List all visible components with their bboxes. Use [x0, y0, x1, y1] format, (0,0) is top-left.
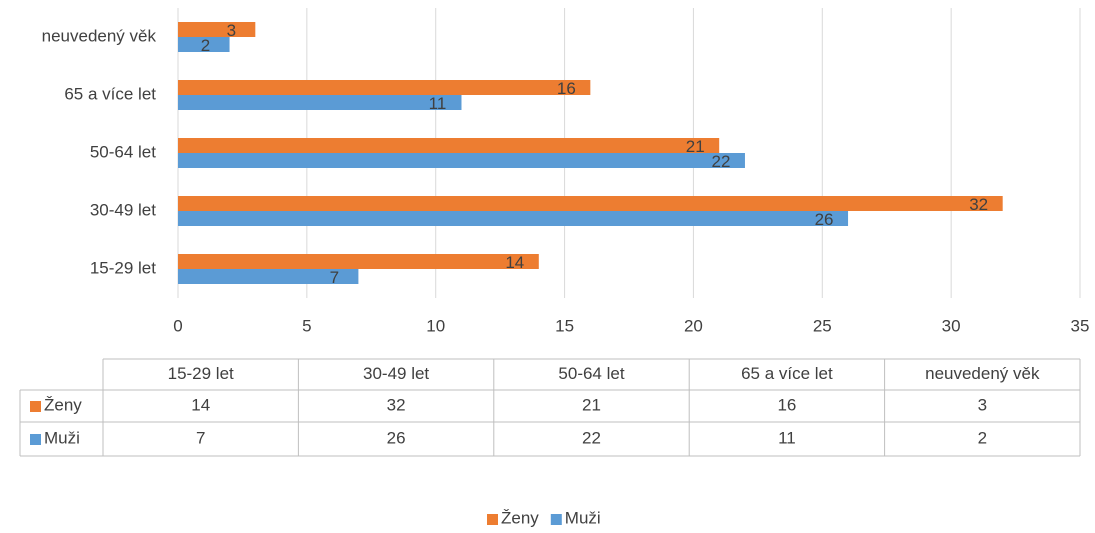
table-cell: 16 — [777, 395, 796, 414]
y-tick-label: 30-49 let — [90, 200, 156, 219]
data-label: 22 — [712, 152, 731, 171]
table-cell: 2 — [978, 428, 987, 447]
legend-label: Muži — [565, 508, 601, 527]
data-label: 3 — [227, 21, 236, 40]
table-legend-key — [30, 401, 41, 412]
data-label: 7 — [330, 268, 339, 287]
table-cell: 7 — [196, 428, 205, 447]
table-header: 30-49 let — [363, 364, 429, 383]
y-tick-label: 50-64 let — [90, 142, 156, 161]
table-cell: 11 — [778, 428, 796, 447]
x-tick-label: 35 — [1071, 316, 1090, 335]
bar — [178, 95, 462, 110]
data-label: 32 — [969, 195, 988, 214]
legend-key — [550, 514, 562, 525]
table-cell: 3 — [978, 395, 987, 414]
x-tick-label: 10 — [426, 316, 445, 335]
table-row-label: Ženy — [44, 395, 82, 414]
bar — [178, 211, 849, 226]
x-tick-label: 30 — [942, 316, 961, 335]
data-label: 11 — [429, 94, 447, 113]
x-tick-label: 15 — [555, 316, 574, 335]
data-label: 16 — [557, 79, 576, 98]
table-row-label: Muži — [44, 428, 80, 447]
x-tick-label: 20 — [684, 316, 703, 335]
table-header: 50-64 let — [558, 364, 624, 383]
bar — [178, 37, 230, 52]
table-cell: 21 — [582, 395, 601, 414]
y-tick-label: 65 a více let — [64, 84, 156, 103]
bar — [178, 196, 1003, 211]
data-label: 2 — [201, 36, 210, 55]
y-tick-label: neuvedený věk — [42, 26, 157, 45]
table-legend-key — [30, 434, 41, 445]
legend-key — [487, 514, 498, 525]
x-tick-label: 5 — [302, 316, 311, 335]
bar — [178, 22, 256, 37]
table-header: neuvedený věk — [925, 364, 1040, 383]
y-tick-label: 15-29 let — [90, 258, 156, 277]
legend-label: Ženy — [501, 508, 539, 527]
table-header: 15-29 let — [168, 364, 234, 383]
table-header: 65 a více let — [741, 364, 833, 383]
bar — [178, 254, 539, 269]
bar — [178, 138, 720, 153]
table-cell: 26 — [387, 428, 406, 447]
bar — [178, 153, 745, 168]
bar — [178, 80, 591, 95]
data-label: 21 — [686, 137, 705, 156]
data-label: 14 — [505, 253, 524, 272]
data-label: 26 — [815, 210, 834, 229]
x-tick-label: 25 — [813, 316, 832, 335]
table-cell: 32 — [387, 395, 406, 414]
x-tick-label: 0 — [173, 316, 182, 335]
table-cell: 22 — [582, 428, 601, 447]
table-cell: 14 — [191, 395, 210, 414]
bar — [178, 269, 359, 284]
